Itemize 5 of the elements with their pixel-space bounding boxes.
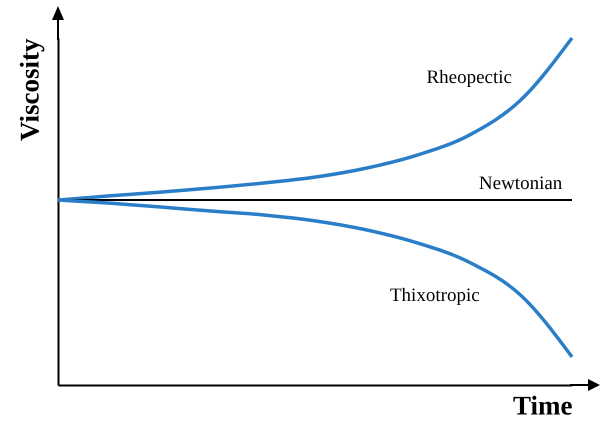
x-axis-title: Time xyxy=(513,390,573,420)
series-label: Newtonian xyxy=(478,173,563,194)
series-label: Rheopectic xyxy=(426,67,512,88)
series-label: Thixotropic xyxy=(390,285,480,306)
y-axis-title: Viscosity xyxy=(14,38,44,141)
